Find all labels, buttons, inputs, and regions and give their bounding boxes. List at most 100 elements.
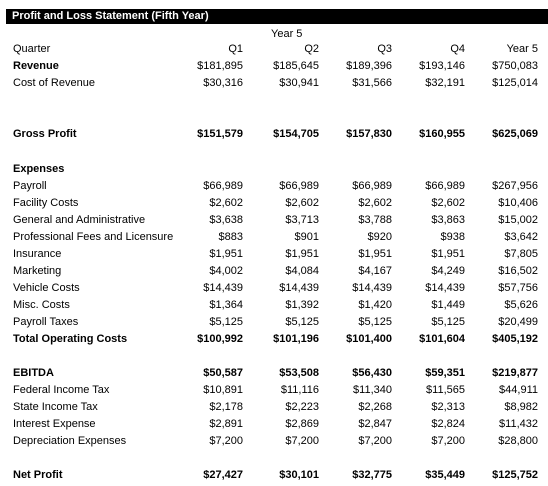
cell-q4: $101,604 [419,333,465,345]
interest-expense-row: Interest Expense $2,891 $2,869 $2,847 $2… [0,416,548,433]
cell-q2: $901 [294,231,319,243]
cell-q4: $193,146 [419,60,465,72]
cell-year: $44,911 [499,384,538,396]
statement-title: Profit and Loss Statement (Fifth Year) [6,9,548,24]
cell-q3: $101,400 [346,333,392,345]
cell-q4: $11,565 [426,384,465,396]
section-heading: Expenses [13,163,65,175]
row-label: General and Administrative [13,214,146,226]
gross-profit-row: Gross Profit $151,579 $154,705 $157,830 … [0,126,548,143]
col-header-year: Year 5 [506,43,538,55]
cell-q2: $14,439 [279,282,319,294]
cell-q4: $938 [440,231,465,243]
cell-q3: $31,566 [352,77,392,89]
cell-q4: $14,439 [425,282,465,294]
cell-q1: $151,579 [197,128,243,140]
cell-year: $16,502 [498,265,538,277]
row-label: Payroll [13,180,47,192]
cell-q1: $100,992 [197,333,243,345]
cell-q1: $3,638 [209,214,243,226]
row-label: Vehicle Costs [13,282,80,294]
cell-q3: $3,788 [358,214,392,226]
cell-year: $8,982 [504,401,538,413]
row-label: Misc. Costs [13,299,70,311]
cell-q4: $5,125 [431,316,465,328]
cell-q1: $5,125 [209,316,243,328]
vehicle-costs-row: Vehicle Costs $14,439 $14,439 $14,439 $1… [0,280,548,297]
cell-q3: $1,420 [358,299,392,311]
cell-q3: $4,167 [358,265,392,277]
cell-q2: $185,645 [273,60,319,72]
cell-year: $750,083 [492,60,538,72]
cell-year: $5,626 [504,299,538,311]
cell-year: $57,756 [498,282,538,294]
row-label: State Income Tax [13,401,98,413]
net-profit-row: Net Profit $27,427 $30,101 $32,775 $35,4… [0,467,548,484]
payroll-taxes-row: Payroll Taxes $5,125 $5,125 $5,125 $5,12… [0,314,548,331]
cell-q2: $1,392 [285,299,319,311]
cell-year: $15,002 [498,214,538,226]
col-header-q4: Q4 [450,43,465,55]
row-label: Insurance [13,248,62,260]
row-label: Total Operating Costs [13,333,128,345]
cell-q1: $181,895 [197,60,243,72]
cell-year: $267,956 [492,180,538,192]
cell-q1: $50,587 [203,367,243,379]
cell-q2: $5,125 [285,316,319,328]
cell-q1: $66,989 [203,180,243,192]
row-label: Facility Costs [13,197,79,209]
state-income-tax-row: State Income Tax $2,178 $2,223 $2,268 $2… [0,399,548,416]
row-label: Cost of Revenue [13,77,95,89]
cell-q1: $883 [218,231,243,243]
cell-q2: $66,989 [279,180,319,192]
cell-q1: $30,316 [203,77,243,89]
cell-q4: $2,313 [431,401,465,413]
insurance-row: Insurance $1,951 $1,951 $1,951 $1,951 $7… [0,246,548,263]
cell-q2: $2,223 [285,401,319,413]
cell-q4: $3,863 [431,214,465,226]
cell-q1: $1,951 [209,248,243,260]
cell-q1: $2,602 [209,197,243,209]
cell-q2: $30,941 [279,77,319,89]
cell-q3: $5,125 [358,316,392,328]
col-header-q1: Q1 [228,43,243,55]
cell-q4: $2,602 [431,197,465,209]
cell-year: $10,406 [498,197,538,209]
cell-year: $20,499 [498,316,538,328]
cell-year: $3,642 [504,231,538,243]
cell-year: $625,069 [492,128,538,140]
federal-income-tax-row: Federal Income Tax $10,891 $11,116 $11,3… [0,382,548,399]
cell-q4: $59,351 [425,367,465,379]
row-label: Depreciation Expenses [13,435,127,447]
cell-q4: $7,200 [431,435,465,447]
quarter-label: Quarter [13,43,51,55]
revenue-row: Revenue $181,895 $185,645 $189,396 $193,… [0,58,548,75]
cell-q3: $14,439 [352,282,392,294]
cost-of-revenue-row: Cost of Revenue $30,316 $30,941 $31,566 … [0,75,548,92]
cell-q3: $2,602 [358,197,392,209]
header-row: Quarter Q1 Q2 Q3 Q4 Year 5 [0,41,548,58]
row-label: Interest Expense [13,418,96,430]
cell-q3: $189,396 [346,60,392,72]
cell-q3: $11,340 [353,384,392,396]
cell-q1: $2,891 [209,418,243,430]
cell-q4: $1,449 [431,299,465,311]
col-header-q2: Q2 [304,43,319,55]
expenses-heading-row: Expenses [0,161,548,178]
cell-q4: $160,955 [419,128,465,140]
cell-year: $7,805 [504,248,538,260]
cell-q2: $2,602 [285,197,319,209]
facility-costs-row: Facility Costs $2,602 $2,602 $2,602 $2,6… [0,195,548,212]
ebitda-row: EBITDA $50,587 $53,508 $56,430 $59,351 $… [0,365,548,382]
cell-q2: $2,869 [285,418,319,430]
cell-q2: $1,951 [285,248,319,260]
row-label: Federal Income Tax [13,384,110,396]
year-header: Year 5 [271,28,303,40]
cell-q3: $32,775 [352,469,392,481]
cell-q1: $4,002 [209,265,243,277]
cell-q4: $4,249 [431,265,465,277]
row-label: EBITDA [13,367,54,379]
cell-q1: $27,427 [203,469,243,481]
cell-q2: $101,196 [273,333,319,345]
misc-costs-row: Misc. Costs $1,364 $1,392 $1,420 $1,449 … [0,297,548,314]
